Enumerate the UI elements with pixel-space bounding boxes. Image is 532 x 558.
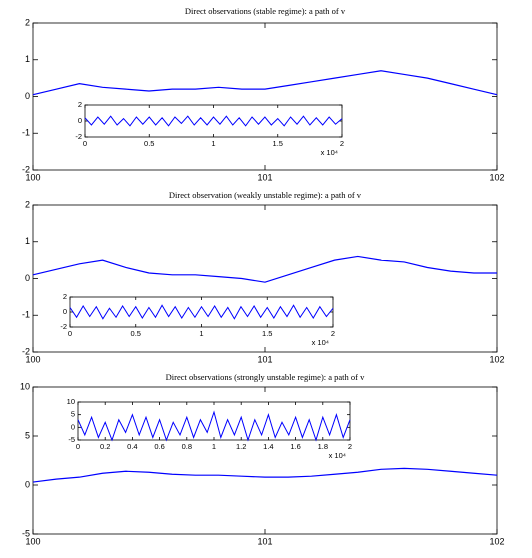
x-tick-label: 102	[489, 172, 504, 182]
x-tick-label: 1	[199, 329, 203, 338]
y-tick-label: -1	[22, 310, 30, 320]
x-tick-label: 1.4	[263, 442, 273, 451]
data-line	[32, 467, 498, 483]
y-tick-label: 1	[25, 236, 30, 246]
x-tick-label: 100	[25, 354, 40, 364]
y-tick-label: -1	[22, 128, 30, 138]
chart-title: Direct observations (strongly unstable r…	[166, 372, 365, 382]
x-tick-label: 100	[25, 536, 40, 546]
x-tick-label: 101	[257, 354, 272, 364]
x-tick-label: 1.6	[290, 442, 300, 451]
data-line	[84, 115, 343, 127]
x-tick-label: 0.2	[100, 442, 110, 451]
y-tick-label: -2	[75, 132, 82, 141]
y-tick-label: -5	[22, 528, 30, 538]
data-line	[32, 255, 497, 283]
data-line	[69, 304, 334, 320]
x-tick-label: 1.5	[273, 139, 283, 148]
x-tick-label: 100	[25, 172, 40, 182]
y-tick-label: 2	[78, 100, 82, 109]
y-tick-label: 5	[25, 430, 30, 440]
y-tick-label: -2	[22, 164, 30, 174]
x-tick-label: 0.6	[154, 442, 164, 451]
x-tick-label: 0	[83, 139, 87, 148]
inset-frame	[77, 401, 351, 441]
y-tick-label: 0	[25, 273, 30, 283]
y-tick-label: 10	[67, 397, 75, 406]
y-tick-label: 0	[78, 116, 82, 125]
x-tick-label: 2	[348, 442, 352, 451]
y-tick-label: 2	[25, 199, 30, 209]
y-tick-label: 2	[25, 17, 30, 27]
x-tick-label: 1.5	[262, 329, 272, 338]
y-tick-label: 0	[71, 422, 75, 431]
chart-title: Direct observation (weakly unstable regi…	[169, 190, 362, 200]
y-tick-label: 0	[25, 91, 30, 101]
chart-title: Direct observations (stable regime): a p…	[185, 6, 346, 16]
x-tick-label: 0	[76, 442, 80, 451]
x-tick-label: 2	[331, 329, 335, 338]
x-tick-label: 0.4	[127, 442, 137, 451]
x-tick-label: 1	[212, 442, 216, 451]
x-tick-label: 101	[257, 172, 272, 182]
y-tick-label: 2	[63, 292, 67, 301]
x-tick-label: 0.8	[182, 442, 192, 451]
x-tick-label: 1.8	[318, 442, 328, 451]
data-line	[32, 70, 498, 96]
inset-frame	[84, 104, 343, 138]
y-tick-label: 0	[63, 307, 67, 316]
x-tick-label: 2	[340, 139, 344, 148]
data-line	[77, 410, 351, 442]
x-tick-label: 101	[257, 536, 272, 546]
x-tick-label: 102	[489, 536, 504, 546]
x-tick-label: 1.2	[236, 442, 246, 451]
x-multiplier: x 10⁴	[312, 338, 329, 347]
x-tick-label: 0.5	[144, 139, 154, 148]
x-multiplier: x 10⁴	[321, 148, 338, 157]
y-tick-label: 5	[71, 410, 75, 419]
y-tick-label: 1	[25, 54, 30, 64]
y-tick-label: -2	[22, 346, 30, 356]
x-multiplier: x 10⁴	[329, 451, 346, 460]
x-tick-label: 102	[489, 354, 504, 364]
y-tick-label: -2	[60, 322, 67, 331]
x-tick-label: 0.5	[131, 329, 141, 338]
inset-frame	[69, 296, 334, 328]
plot-frame	[32, 22, 498, 171]
x-tick-label: 1	[211, 139, 215, 148]
y-tick-label: 10	[20, 381, 30, 391]
y-tick-label: -5	[68, 435, 75, 444]
x-tick-label: 0	[68, 329, 72, 338]
y-tick-label: 0	[25, 479, 30, 489]
